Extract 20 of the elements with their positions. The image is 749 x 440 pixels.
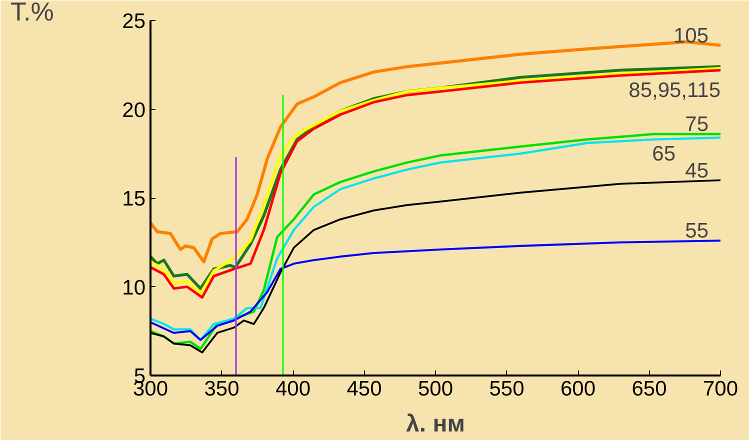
series-label: 65: [652, 142, 676, 166]
x-tick-label: 450: [346, 378, 382, 400]
annotation: 85,95,115: [628, 79, 721, 102]
y-axis-title: T.%: [10, 0, 54, 26]
y-tick-label: 20: [122, 98, 146, 122]
x-tick-label: 400: [275, 378, 311, 400]
x-axis-title: λ. нм: [406, 410, 465, 438]
series-label: 45: [685, 159, 708, 182]
x-tick-label: 700: [702, 378, 738, 400]
y-tick-label: 15: [122, 188, 146, 210]
x-tick-label: 550: [489, 378, 524, 400]
x-tick-label: 600: [560, 378, 596, 400]
series-label: 55: [685, 220, 708, 243]
y-tick-label: 25: [122, 10, 146, 33]
line-series: [150, 240, 720, 342]
x-tick-label: 350: [204, 378, 240, 400]
x-tick-label: 500: [418, 378, 454, 400]
y-tick-label: 10: [122, 276, 146, 300]
series-label: 75: [685, 113, 708, 136]
x-tick-label: 650: [632, 378, 667, 400]
